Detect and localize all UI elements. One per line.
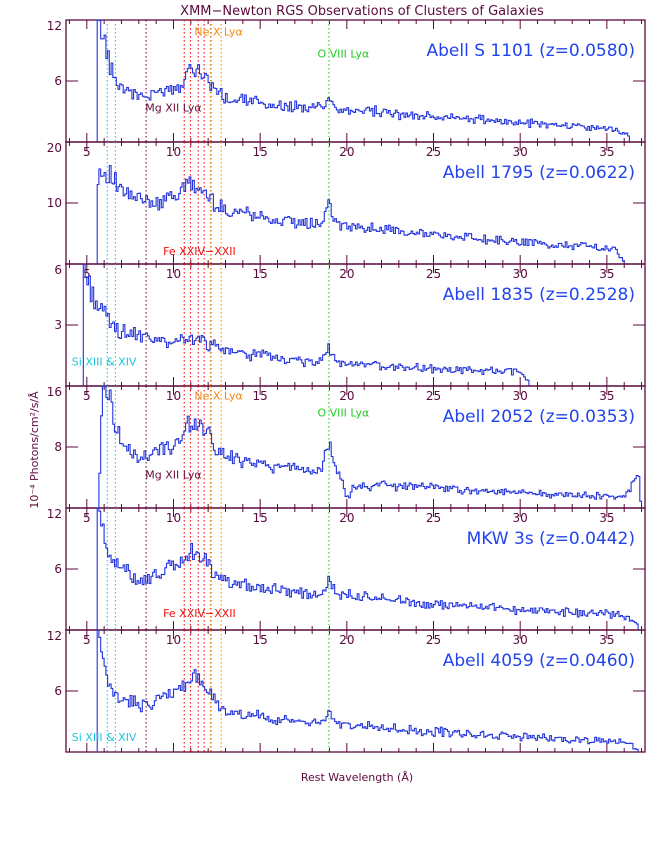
- x-tick-label: 5: [83, 267, 91, 281]
- panel-4: 5 10 15 20 25 30 35 6 12 MKW 3s (z=0.0442): [47, 507, 646, 631]
- line-label: Fe XXIV−XXII: [163, 607, 236, 620]
- x-tick-label: 35: [599, 267, 614, 281]
- x-tick-label: 15: [253, 267, 268, 281]
- y-tick-label: 6: [54, 263, 62, 277]
- x-tick-label: 35: [599, 633, 614, 647]
- x-axis-label: Rest Wavelength (Å): [301, 771, 413, 784]
- y-tick-label: 12: [47, 507, 62, 521]
- line-label: O VIII Lyα: [317, 48, 369, 61]
- x-tick-label: 35: [599, 145, 614, 159]
- panel-frame: [65, 19, 646, 143]
- line-label: Si XIII & XIV: [72, 356, 137, 369]
- line-label: Fe XXIV−XXII: [163, 245, 236, 258]
- panel-3: 5 10 15 20 25 30 35 8 16 Abell 2052 (z=0.0353): [47, 385, 646, 509]
- line-label: Ne X Lyα: [194, 390, 242, 403]
- panel-frame: [65, 629, 646, 753]
- x-tick-label: 30: [513, 389, 528, 403]
- x-tick-label: 20: [339, 267, 354, 281]
- panel-label: Abell 1835 (z=0.2528): [443, 285, 635, 305]
- figure-title: XMM−Newton RGS Observations of Clusters …: [180, 4, 544, 19]
- spectrum-series: [96, 507, 639, 630]
- line-label: Mg XII Lyα: [145, 102, 201, 115]
- x-tick-label: 10: [166, 389, 181, 403]
- x-tick-label: 25: [426, 267, 441, 281]
- spectrum-series: [96, 165, 625, 264]
- x-tick-label: 30: [513, 267, 528, 281]
- x-tick-label: 30: [513, 633, 528, 647]
- x-tick-label: 10: [166, 267, 181, 281]
- y-tick-label: 20: [47, 141, 62, 155]
- x-tick-label: 35: [599, 511, 614, 525]
- x-tick-label: 5: [83, 633, 91, 647]
- panel-label: Abell 4059 (z=0.0460): [443, 651, 635, 671]
- panel-label: MKW 3s (z=0.0442): [467, 529, 635, 549]
- panel-frame: [65, 385, 646, 509]
- x-tick-label: 10: [166, 633, 181, 647]
- panel-2: 5 10 15 20 25 30 35 3 6 Abell 1835 (z=0.2528): [54, 263, 646, 387]
- x-tick-label: 30: [513, 145, 528, 159]
- panel-5: 5 10 15 20 25 30 35 6 12 Abell 4059 (z=0.0460): [47, 629, 646, 753]
- x-tick-label: 10: [166, 511, 181, 525]
- spectrum-series: [96, 19, 630, 142]
- x-tick-label: 5: [83, 511, 91, 525]
- x-tick-label: 15: [253, 389, 268, 403]
- line-label: O VIII Lyα: [317, 407, 369, 420]
- x-tick-label: 5: [83, 145, 91, 159]
- panel-frame: [65, 507, 646, 631]
- line-label: Si XIII & XIV: [72, 731, 137, 744]
- panel-label: Abell 1795 (z=0.0622): [443, 163, 635, 183]
- x-tick-label: 25: [426, 389, 441, 403]
- x-tick-label: 20: [339, 389, 354, 403]
- spectrum-series: [82, 263, 530, 386]
- x-tick-label: 30: [513, 511, 528, 525]
- y-tick-label: 6: [54, 562, 62, 576]
- x-tick-label: 25: [426, 633, 441, 647]
- panel-1: 5 10 15 20 25 30 35 10 20 Abell 1795 (z=0.0622): [47, 141, 646, 265]
- panel-label: Abell 2052 (z=0.0353): [443, 407, 635, 427]
- panel-label: Abell S 1101 (z=0.0580): [426, 41, 635, 61]
- x-tick-label: 15: [253, 145, 268, 159]
- y-tick-label: 16: [47, 385, 62, 399]
- y-tick-label: 6: [54, 74, 62, 88]
- x-tick-label: 35: [599, 389, 614, 403]
- x-tick-label: 25: [426, 511, 441, 525]
- x-tick-label: 20: [339, 145, 354, 159]
- line-label: Mg XII Lyα: [145, 468, 201, 481]
- y-tick-label: 8: [54, 440, 62, 454]
- y-axis-label: 10⁻⁴ Photons/cm²/s/Å: [28, 391, 41, 509]
- y-tick-label: 10: [47, 196, 62, 210]
- x-tick-label: 20: [339, 633, 354, 647]
- x-tick-label: 15: [253, 633, 268, 647]
- panel-frame: [65, 263, 646, 387]
- line-label: Ne X Lyα: [194, 25, 242, 38]
- y-tick-label: 3: [54, 318, 62, 332]
- y-tick-label: 6: [54, 684, 62, 698]
- x-tick-label: 20: [339, 511, 354, 525]
- spectrum-series: [98, 385, 643, 508]
- x-tick-label: 15: [253, 511, 268, 525]
- x-tick-label: 10: [166, 145, 181, 159]
- y-tick-label: 12: [47, 629, 62, 643]
- y-tick-label: 12: [47, 19, 62, 33]
- x-tick-label: 25: [426, 145, 441, 159]
- spectrum-series: [96, 629, 639, 752]
- x-tick-label: 5: [83, 389, 91, 403]
